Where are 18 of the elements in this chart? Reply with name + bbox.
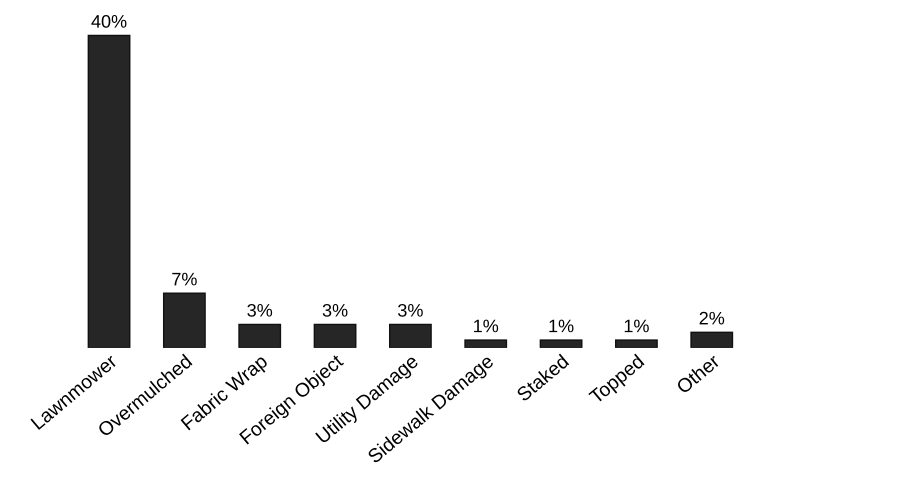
- bar: [388, 324, 432, 348]
- bar: [162, 292, 206, 348]
- bar: [88, 34, 130, 348]
- bar: [238, 324, 282, 348]
- data-label: 1%: [474, 320, 498, 332]
- bar: [690, 332, 734, 348]
- bar: [314, 324, 356, 348]
- data-label: 7%: [172, 272, 197, 286]
- data-label: 40%: [91, 14, 126, 28]
- bar: [615, 339, 658, 348]
- bar: [464, 339, 508, 348]
- data-label: 2%: [700, 312, 724, 324]
- bar: [540, 339, 582, 348]
- data-label: 1%: [624, 320, 649, 332]
- data-label: 3%: [322, 304, 348, 317]
- data-label: 1%: [549, 320, 574, 332]
- data-label: 3%: [398, 304, 423, 317]
- data-label: 3%: [247, 304, 272, 317]
